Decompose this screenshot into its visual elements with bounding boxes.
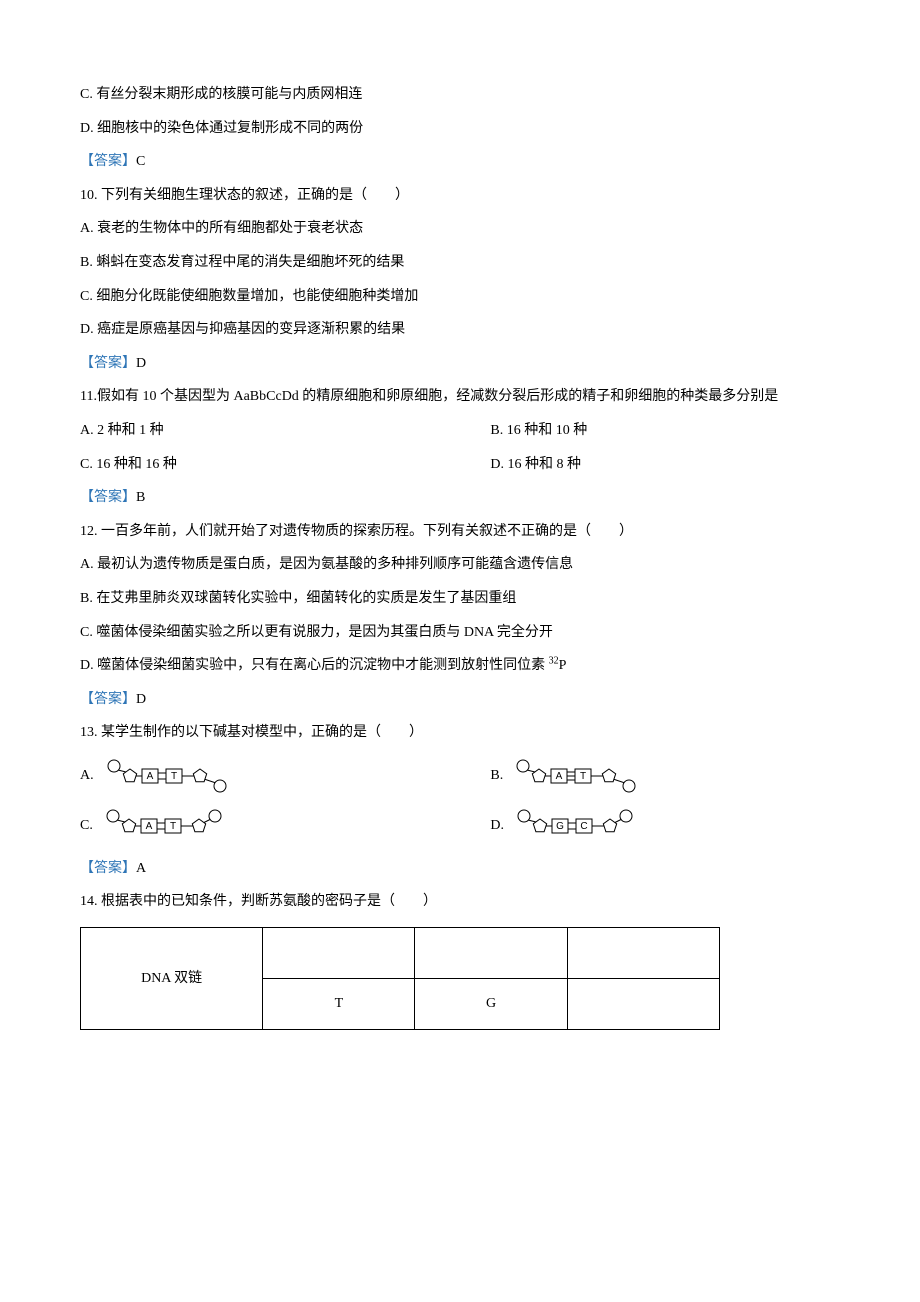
q11-options-row1: A. 2 种和 1 种 B. 16 种和 10 种 [80,414,840,448]
answer-value: A [136,861,146,876]
q9-option-d: D. 细胞核中的染色体通过复制形成不同的两份 [80,112,840,146]
svg-text:T: T [170,821,176,832]
q12-answer: 【答案】D [80,683,840,717]
table-row-label: DNA 双链 [81,928,263,1030]
q10-option-a: A. 衰老的生物体中的所有细胞都处于衰老状态 [80,212,840,246]
q13-diagram-d: GC [512,808,662,844]
svg-text:T: T [171,771,177,782]
q11-option-a: A. 2 种和 1 种 [80,414,490,448]
q13-label-b: B. [490,759,503,793]
q13-options-row1: A. AT B. AT [80,758,840,794]
q13-diagram-b: AT [511,758,661,794]
q14-table: DNA 双链 T G [80,927,720,1030]
q11-stem: 11.假如有 10 个基因型为 AaBbCcDd 的精原细胞和卵原细胞，经减数分… [80,380,840,414]
answer-value: D [136,356,146,371]
q13-diagram-a: AT [102,758,252,794]
q13-options-row2: C. AT D. GC [80,808,840,844]
svg-text:A: A [146,771,153,782]
q9-option-c: C. 有丝分裂末期形成的核膜可能与内质网相连 [80,78,840,112]
q12-option-d-post: P [559,658,567,673]
q11-option-d: D. 16 种和 8 种 [490,448,840,482]
q12-option-d-pre: D. 噬菌体侵染细菌实验中，只有在离心后的沉淀物中才能测到放射性同位素 [80,658,549,673]
q14-stem: 14. 根据表中的已知条件，判断苏氨酸的密码子是（ ） [80,885,840,919]
answer-label: 【答案】 [80,490,136,505]
q13-stem: 13. 某学生制作的以下碱基对模型中，正确的是（ ） [80,716,840,750]
q9-answer: 【答案】C [80,145,840,179]
q10-option-b: B. 蝌蚪在变态发育过程中尾的消失是细胞坏死的结果 [80,246,840,280]
answer-value: C [136,154,145,169]
table-cell [263,928,415,979]
svg-text:T: T [580,771,586,782]
table-cell [567,979,719,1030]
table-cell [415,928,567,979]
q13-diagram-c: AT [101,808,251,844]
q13-answer: 【答案】A [80,852,840,886]
q13-label-d: D. [490,809,504,843]
q12-option-a: A. 最初认为遗传物质是蛋白质，是因为氨基酸的多种排列顺序可能蕴含遗传信息 [80,548,840,582]
answer-value: D [136,692,146,707]
answer-label: 【答案】 [80,861,136,876]
svg-text:A: A [146,821,153,832]
q10-option-c: C. 细胞分化既能使细胞数量增加，也能使细胞种类增加 [80,280,840,314]
q11-option-c: C. 16 种和 16 种 [80,448,490,482]
table-cell [567,928,719,979]
table-cell: G [415,979,567,1030]
q10-stem: 10. 下列有关细胞生理状态的叙述，正确的是（ ） [80,179,840,213]
q13-label-a: A. [80,759,94,793]
q12-stem: 12. 一百多年前，人们就开始了对遗传物质的探索历程。下列有关叙述不正确的是（ … [80,515,840,549]
table-row: DNA 双链 [81,928,720,979]
answer-label: 【答案】 [80,692,136,707]
answer-value: B [136,490,145,505]
q11-option-b: B. 16 种和 10 种 [490,414,840,448]
svg-text:G: G [556,821,564,832]
q12-option-d: D. 噬菌体侵染细菌实验中，只有在离心后的沉淀物中才能测到放射性同位素 32P [80,649,840,683]
q10-answer: 【答案】D [80,347,840,381]
q11-options-row2: C. 16 种和 16 种 D. 16 种和 8 种 [80,448,840,482]
page: C. 有丝分裂末期形成的核膜可能与内质网相连 D. 细胞核中的染色体通过复制形成… [0,0,920,1302]
q11-answer: 【答案】B [80,481,840,515]
q12-option-b: B. 在艾弗里肺炎双球菌转化实验中，细菌转化的实质是发生了基因重组 [80,582,840,616]
svg-text:A: A [556,771,563,782]
answer-label: 【答案】 [80,154,136,169]
q12-option-c: C. 噬菌体侵染细菌实验之所以更有说服力，是因为其蛋白质与 DNA 完全分开 [80,616,840,650]
q10-option-d: D. 癌症是原癌基因与抑癌基因的变异逐渐积累的结果 [80,313,840,347]
table-cell: T [263,979,415,1030]
answer-label: 【答案】 [80,356,136,371]
q12-option-d-sup: 32 [549,655,559,666]
q13-label-c: C. [80,809,93,843]
svg-text:C: C [580,821,587,832]
